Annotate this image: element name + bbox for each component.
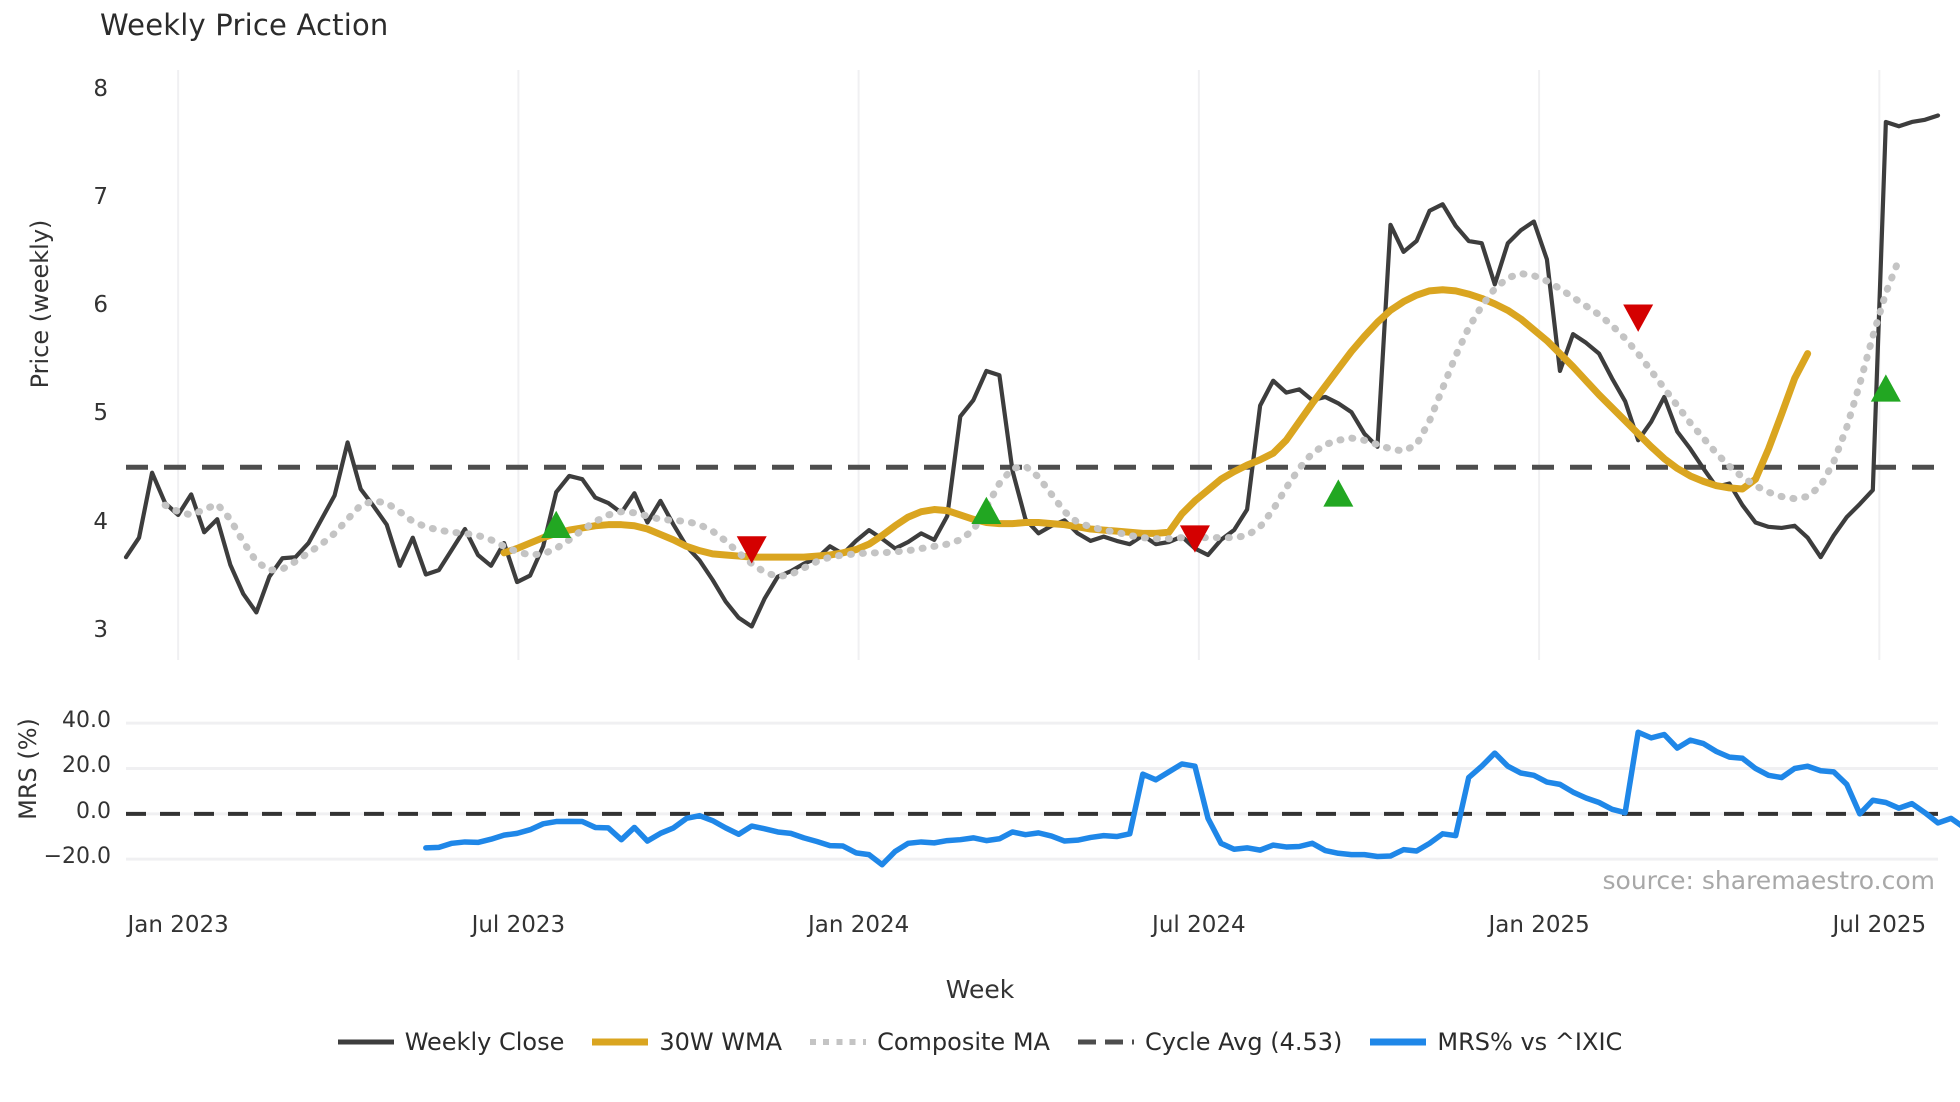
legend-item-mrs-vs-ixic[interactable]: MRS% vs ^IXIC (1370, 1028, 1622, 1056)
sell-marker-1 (736, 536, 767, 564)
x-tick: Jan 2024 (807, 912, 910, 938)
mrs-y-tick: 40.0 (62, 708, 111, 734)
series-composite-ma (161, 255, 1903, 581)
price-y-tick: 5 (93, 400, 108, 427)
x-tick: Jan 2023 (127, 912, 229, 938)
mrs-y-tick: −20.0 (43, 844, 111, 870)
price-y-tick: 8 (93, 75, 108, 102)
source-watermark: source: sharemaestro.com (1602, 866, 1936, 895)
x-axis-label: Week (945, 975, 1015, 1004)
series-weekly-close (123, 113, 1941, 629)
x-tick: Jan 2025 (1488, 912, 1590, 938)
x-tick: Jul 2024 (1152, 912, 1246, 938)
legend-label: Cycle Avg (4.53) (1144, 1028, 1343, 1056)
legend-swatch-icon (1370, 1033, 1427, 1051)
legend-item-composite-ma[interactable]: Composite MA (810, 1028, 1050, 1056)
x-tick: Jul 2025 (1832, 912, 1927, 938)
mrs-y-tick: 0.0 (76, 798, 111, 824)
price-y-tick: 4 (93, 508, 108, 535)
buy-marker-4 (1323, 479, 1354, 507)
x-tick: Jul 2023 (471, 912, 566, 938)
legend-swatch-icon (337, 1033, 394, 1051)
price-y-tick: 3 (93, 616, 108, 643)
legend-item-weekly-close[interactable]: Weekly Close (337, 1028, 565, 1056)
sell-marker-5 (1623, 304, 1654, 332)
legend-label: MRS% vs ^IXIC (1437, 1028, 1623, 1056)
buy-marker-6 (1870, 374, 1901, 402)
buy-marker-0 (541, 510, 572, 539)
price-y-tick: 6 (93, 292, 108, 319)
legend-label: Weekly Close (404, 1028, 565, 1056)
buy-marker-2 (971, 496, 1002, 524)
legend-item-cycle-avg-4-53[interactable]: Cycle Avg (4.53) (1077, 1028, 1343, 1056)
legend-label: 30W WMA (659, 1028, 783, 1056)
page-title: Weekly Price Action (100, 8, 389, 42)
price-y-tick: 7 (93, 183, 108, 210)
mrs-y-tick: 20.0 (62, 753, 111, 779)
sell-marker-3 (1179, 525, 1210, 553)
series-mrs (423, 729, 1960, 868)
legend-label: Composite MA (877, 1028, 1050, 1056)
legend-swatch-icon (592, 1033, 649, 1051)
legend-swatch-icon (1077, 1033, 1134, 1051)
series-30w-wma (500, 286, 1812, 561)
legend-swatch-icon (810, 1033, 867, 1051)
chart-legend: Weekly Close 30W WMA Composite MA Cycle Avg… (0, 1028, 1960, 1056)
legend-item-30w-wma[interactable]: 30W WMA (592, 1028, 782, 1056)
